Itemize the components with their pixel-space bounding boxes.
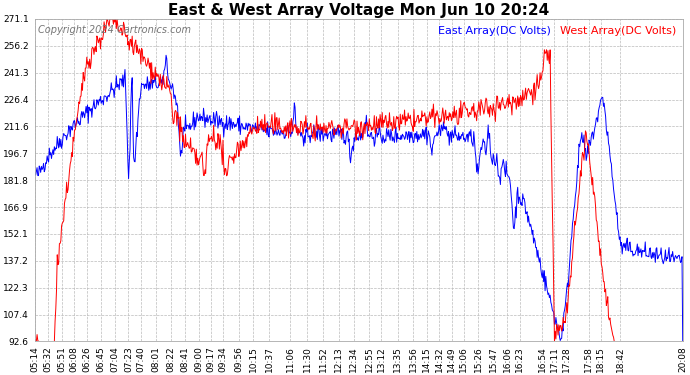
Title: East & West Array Voltage Mon Jun 10 20:24: East & West Array Voltage Mon Jun 10 20:… (168, 3, 549, 18)
Text: Copyright 2024 Cartronics.com: Copyright 2024 Cartronics.com (38, 26, 191, 35)
Legend: East Array(DC Volts), West Array(DC Volts): East Array(DC Volts), West Array(DC Volt… (437, 24, 677, 37)
